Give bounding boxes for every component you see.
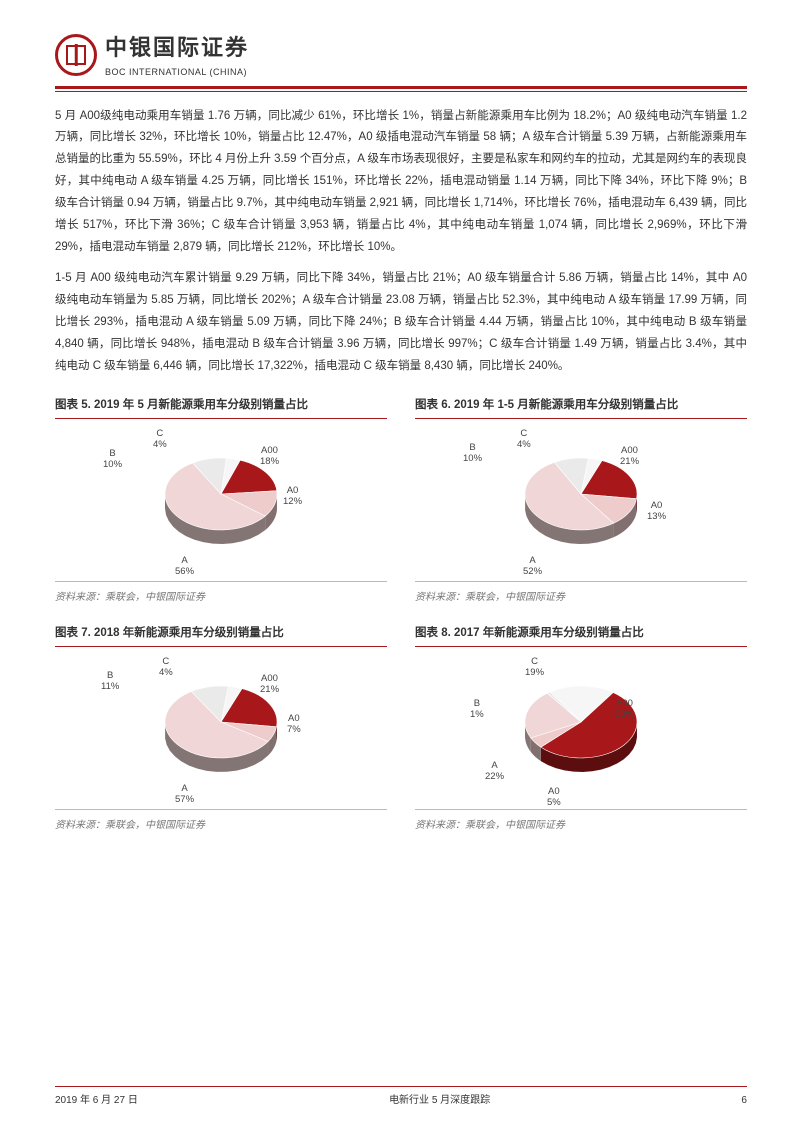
footer-date: 2019 年 6 月 27 日	[55, 1093, 138, 1109]
company-name-block: 中银国际证券 BOC INTERNATIONAL (CHINA)	[105, 30, 249, 80]
pie-slice-label: C4%	[517, 429, 531, 450]
chart-6-source: 资料来源：乘联会，中银国际证券	[415, 590, 747, 606]
footer-page: 6	[741, 1093, 747, 1109]
chart-6: 图表 6. 2019 年 1-5 月新能源乘用车分级别销量占比 A0021%A0…	[415, 396, 747, 606]
pie-slice-label: B10%	[463, 443, 482, 464]
chart-8-pie: C19% A0053% A05% A22% B1%	[415, 649, 747, 809]
chart-6-title: 图表 6. 2019 年 1-5 月新能源乘用车分级别销量占比	[415, 396, 747, 414]
chart-8: 图表 8. 2017 年新能源乘用车分级别销量占比 C19% A0053% A05%…	[415, 624, 747, 834]
chart-6-pie: A0021% A013% A52% B10% C4%	[415, 421, 747, 581]
pie-slice-label: C4%	[153, 429, 167, 450]
chart-7-source: 资料来源：乘联会，中银国际证券	[55, 818, 387, 834]
pie-slice-label: C19%	[525, 657, 544, 678]
chart-7-title: 图表 7. 2018 年新能源乘用车分级别销量占比	[55, 624, 387, 642]
header-divider	[55, 86, 747, 92]
pie-slice-label: A0018%	[260, 446, 279, 467]
chart-5-source: 资料来源：乘联会，中银国际证券	[55, 590, 387, 606]
pie-slice-label: C4%	[159, 657, 173, 678]
pie-slice-label: A0021%	[260, 674, 279, 695]
page-footer: 2019 年 6 月 27 日 电新行业 5 月深度跟踪 6	[0, 1086, 802, 1109]
pie-slice-label: A0021%	[620, 446, 639, 467]
pie-slice-label: A52%	[523, 556, 542, 577]
pie-slice-label: A05%	[547, 787, 561, 808]
pie-slice-label: B10%	[103, 449, 122, 470]
pie-slice-label: A07%	[287, 714, 301, 735]
footer-title: 电新行业 5 月深度跟踪	[389, 1093, 490, 1109]
pie-slice-label: B11%	[101, 671, 119, 692]
company-name-en: BOC INTERNATIONAL (CHINA)	[105, 65, 249, 79]
paragraph-2: 1-5 月 A00 级纯电动汽车累计销量 9.29 万辆，同比下降 34%，销量…	[55, 268, 747, 377]
pie-slice-label: A22%	[485, 761, 504, 782]
chart-8-source: 资料来源：乘联会，中银国际证券	[415, 818, 747, 834]
company-name-cn: 中银国际证券	[105, 30, 249, 65]
pie-slice-label: A012%	[283, 486, 302, 507]
chart-5: 图表 5. 2019 年 5 月新能源乘用车分级别销量占比 A0018%A012…	[55, 396, 387, 606]
pie-slice-label: A56%	[175, 556, 194, 577]
pie-slice-label: A57%	[175, 784, 194, 805]
chart-5-pie: A0018%A012% A56% B10% C4%	[55, 421, 387, 581]
chart-7: 图表 7. 2018 年新能源乘用车分级别销量占比 A0021% A07% A57%…	[55, 624, 387, 834]
chart-5-title: 图表 5. 2019 年 5 月新能源乘用车分级别销量占比	[55, 396, 387, 414]
boc-logo	[55, 34, 97, 76]
paragraph-1: 5 月 A00级纯电动乘用车销量 1.76 万辆，同比减少 61%，环比增长 1…	[55, 106, 747, 259]
pie-slice-label: A013%	[647, 501, 666, 522]
report-header: 中银国际证券 BOC INTERNATIONAL (CHINA)	[55, 30, 747, 80]
body-text: 5 月 A00级纯电动乘用车销量 1.76 万辆，同比减少 61%，环比增长 1…	[55, 106, 747, 378]
chart-7-pie: A0021% A07% A57% B11% C4%	[55, 649, 387, 809]
chart-8-title: 图表 8. 2017 年新能源乘用车分级别销量占比	[415, 624, 747, 642]
pie-slice-label: A0053%	[615, 699, 634, 720]
pie-slice-label: B1%	[470, 699, 484, 720]
